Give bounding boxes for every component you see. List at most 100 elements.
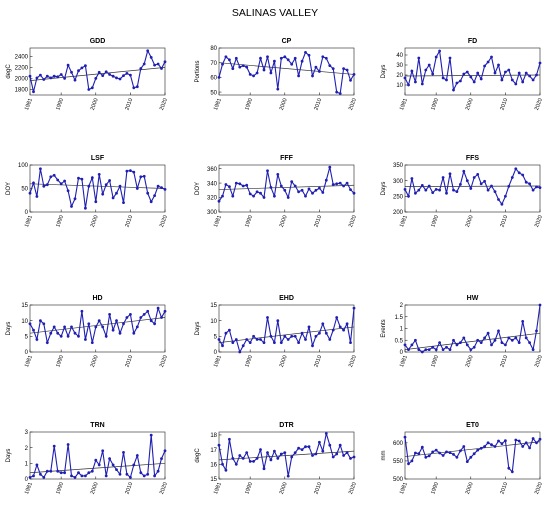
data-point <box>507 466 511 470</box>
data-point <box>431 450 435 454</box>
data-point <box>407 83 410 87</box>
x-tick-label: 2000 <box>90 98 100 112</box>
x-tick-label: 2020 <box>534 355 544 369</box>
data-point <box>248 73 252 76</box>
data-point <box>279 56 283 60</box>
data-point <box>297 341 300 344</box>
data-point <box>493 71 497 75</box>
data-point <box>476 71 480 75</box>
data-point <box>104 183 108 187</box>
data-point <box>266 316 269 319</box>
data-point <box>459 79 462 83</box>
data-point <box>224 55 228 59</box>
data-point <box>338 325 342 329</box>
data-point <box>273 341 276 344</box>
data-point <box>490 184 493 188</box>
data-point <box>342 454 345 457</box>
data-point <box>448 56 452 60</box>
data-point <box>462 445 466 448</box>
plot-frame <box>218 304 355 353</box>
data-point <box>70 205 73 208</box>
data-point <box>90 469 94 473</box>
data-point <box>465 179 469 183</box>
data-point <box>259 338 262 341</box>
data-point <box>59 471 63 475</box>
data-point <box>417 188 421 192</box>
data-point <box>156 184 160 188</box>
data-point <box>335 452 339 456</box>
y-tick-label: 200 <box>393 210 404 216</box>
data-point <box>273 449 276 453</box>
data-point <box>290 334 294 338</box>
y-tick-label: 70 <box>210 61 217 67</box>
data-point <box>500 442 504 445</box>
data-point <box>262 467 266 471</box>
trend-line <box>404 74 541 77</box>
data-point <box>538 186 542 190</box>
x-tick-label: 2010 <box>313 98 323 112</box>
series-line <box>218 433 355 477</box>
data-point <box>462 169 466 173</box>
y-tick-label: 2 <box>25 446 29 452</box>
data-point <box>80 474 84 478</box>
data-point <box>286 474 290 478</box>
plot-frame <box>218 431 355 480</box>
data-point <box>345 451 349 454</box>
data-point <box>28 74 32 78</box>
data-point <box>241 64 245 67</box>
x-tick-label: 2020 <box>159 215 169 229</box>
data-point <box>104 334 108 338</box>
data-point <box>314 65 318 69</box>
data-point <box>427 348 431 351</box>
data-point <box>241 457 245 460</box>
data-point <box>94 77 98 80</box>
data-point <box>528 182 531 186</box>
y-tick-label: 320 <box>207 196 218 202</box>
data-point <box>49 331 53 335</box>
data-point <box>84 338 87 341</box>
y-tick-label: 350 <box>393 163 404 169</box>
data-point <box>414 191 417 195</box>
data-point <box>403 76 407 80</box>
data-point <box>420 82 424 86</box>
data-point <box>486 331 490 335</box>
x-tick-label: 2010 <box>313 215 323 229</box>
y-axis-label: Days <box>381 182 387 196</box>
data-point <box>273 59 276 63</box>
data-point <box>111 196 115 200</box>
data-point <box>73 331 77 335</box>
data-point <box>84 64 87 68</box>
data-point <box>45 341 49 344</box>
data-point <box>507 68 511 72</box>
data-point <box>118 77 122 81</box>
data-point <box>42 78 46 81</box>
data-point <box>476 338 480 342</box>
data-point <box>500 78 504 82</box>
data-point <box>452 338 455 342</box>
panel-hw: HW 0 0.5 1 1.5 2 Events 1981 1990 2000 2010 2020 <box>381 295 544 368</box>
data-point <box>73 78 77 82</box>
y-tick-label: 300 <box>393 179 404 185</box>
data-point <box>160 316 163 319</box>
data-point <box>538 61 542 65</box>
data-point <box>153 194 157 198</box>
data-point <box>424 188 428 192</box>
data-point <box>241 184 245 188</box>
panel-hd: HD 0 5 10 15 Days 1981 1990 2000 2010 2020 <box>6 295 169 368</box>
plot-frame <box>404 304 541 353</box>
data-point <box>459 183 462 186</box>
data-point <box>472 80 476 84</box>
data-point <box>528 446 531 450</box>
data-point <box>252 74 256 78</box>
data-point <box>269 458 273 462</box>
data-point <box>342 67 345 70</box>
data-point <box>276 319 280 323</box>
data-point <box>259 56 262 60</box>
data-point <box>115 319 118 323</box>
data-point <box>335 316 339 319</box>
data-point <box>255 338 259 341</box>
data-point <box>153 322 157 326</box>
data-point <box>156 469 160 473</box>
data-point <box>403 343 407 347</box>
y-tick-label: 15 <box>21 303 28 309</box>
